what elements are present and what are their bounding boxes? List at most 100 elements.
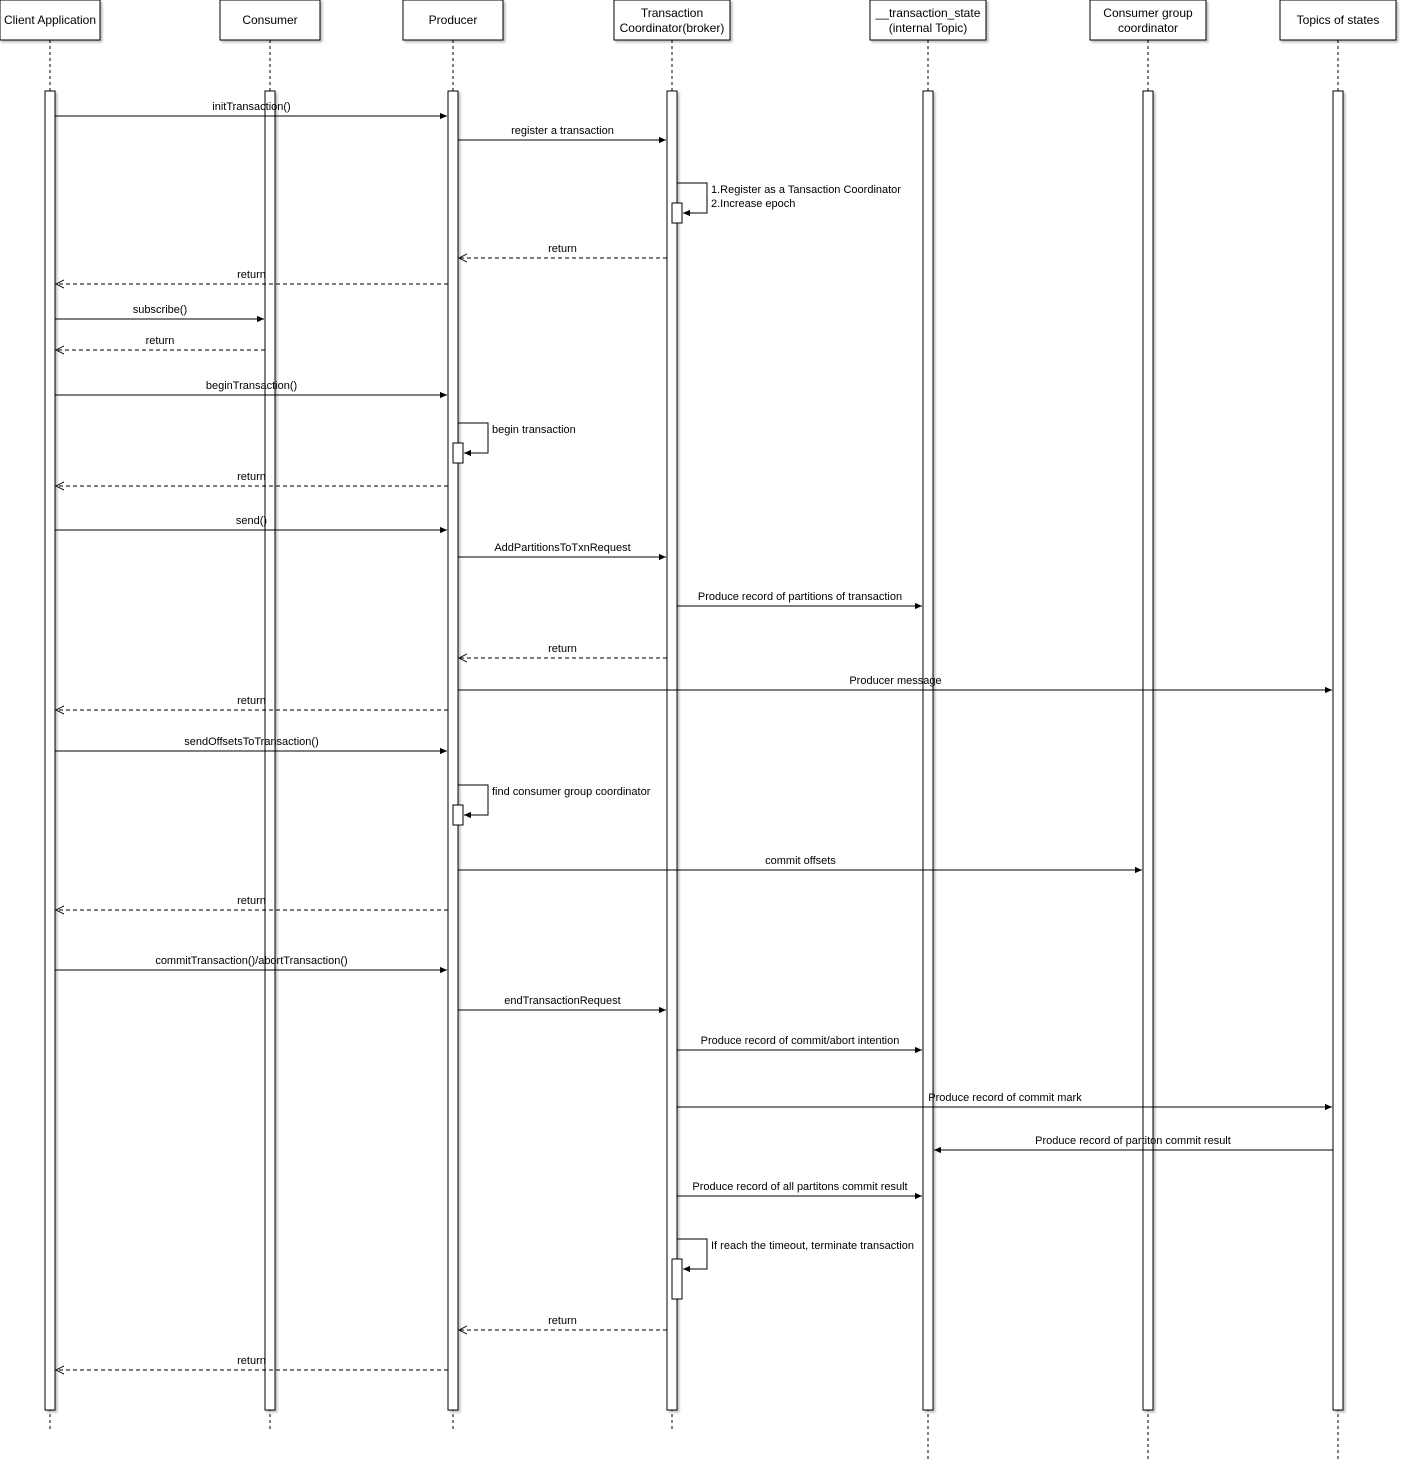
message-label: AddPartitionsToTxnRequest	[494, 542, 630, 554]
activation-topics	[1332, 90, 1344, 1411]
participant-box	[1279, 0, 1397, 41]
message-label: Produce record of commit mark	[928, 1092, 1082, 1104]
message-self: If reach the timeout, terminate transact…	[677, 1238, 914, 1273]
message-label: return	[237, 1355, 266, 1367]
message-sync: AddPartitionsToTxnRequest	[458, 542, 666, 561]
participant-label: Coordinator(broker)	[620, 21, 725, 35]
participant-box	[869, 0, 987, 41]
self-message-arrow	[458, 422, 489, 457]
message-label: beginTransaction()	[206, 380, 297, 392]
message-label: send()	[236, 515, 267, 527]
message-label: begin transaction	[492, 424, 576, 436]
message-sync: subscribe()	[55, 304, 264, 323]
self-activation	[671, 202, 683, 224]
participant-producer: Producer	[402, 0, 504, 41]
message-label: register a transaction	[511, 125, 614, 137]
activation-client	[44, 90, 56, 1411]
participant-box	[402, 0, 504, 41]
message-label: return	[146, 335, 175, 347]
message-return: return	[56, 695, 448, 710]
participant-consumer: Consumer	[219, 0, 321, 41]
participant-box	[0, 0, 101, 41]
message-label: return	[548, 243, 577, 255]
participant-box	[613, 0, 731, 41]
message-label: commit offsets	[765, 855, 836, 867]
participant-box	[1089, 0, 1207, 41]
message-return: return	[459, 643, 667, 658]
message-sync: Produce record of commit mark	[677, 1092, 1332, 1111]
message-label: return	[237, 471, 266, 483]
message-label: initTransaction()	[212, 101, 290, 113]
message-return: return	[459, 243, 667, 258]
participant-box	[219, 0, 321, 41]
messages: initTransaction() register a transaction 1…	[55, 101, 1333, 1370]
message-sync: send()	[55, 515, 447, 534]
message-label: find consumer group coordinator	[492, 786, 651, 798]
message-sync: Produce record of all partitons commit r…	[677, 1181, 922, 1200]
message-label: return	[237, 695, 266, 707]
self-activation	[452, 442, 464, 464]
self-message-arrow	[677, 1238, 708, 1273]
message-label: Producer message	[849, 675, 941, 687]
message-sync: Produce record of commit/abort intention	[677, 1035, 922, 1054]
participant-topics: Topics of states	[1279, 0, 1397, 41]
message-label: Produce record of partiton commit result	[1035, 1135, 1231, 1147]
message-sync: commit offsets	[458, 855, 1142, 874]
message-label: return	[237, 269, 266, 281]
message-sync: Producer message	[458, 675, 1332, 694]
self-activation	[671, 1258, 683, 1300]
message-self: find consumer group coordinator	[458, 784, 651, 819]
message-sync: sendOffsetsToTransaction()	[55, 736, 447, 755]
participant-label: Consumer	[242, 13, 297, 27]
participant-txstate: __transaction_state(internal Topic)	[869, 0, 987, 41]
message-label: 2.Increase epoch	[711, 198, 795, 210]
self-activation	[452, 804, 464, 826]
activation-coordinator	[666, 90, 678, 1411]
message-label: return	[548, 1315, 577, 1327]
activation-txstate	[922, 90, 934, 1411]
participant-client: Client Application	[0, 0, 101, 41]
message-return: return	[56, 471, 448, 486]
participant-label: Topics of states	[1297, 13, 1380, 27]
participant-label: Transaction	[641, 6, 703, 20]
participant-label: Consumer group	[1103, 6, 1193, 20]
message-label: 1.Register as a Tansaction Coordinator	[711, 184, 901, 196]
message-return: return	[56, 1355, 448, 1370]
participant-label: Producer	[429, 13, 478, 27]
message-return: return	[56, 895, 448, 910]
participant-headers: Client Application Consumer Producer Transa…	[0, 0, 1397, 41]
message-return: return	[56, 269, 448, 284]
self-message-arrow	[677, 182, 708, 217]
participant-label: (internal Topic)	[889, 21, 967, 35]
message-label: Produce record of all partitons commit r…	[692, 1181, 907, 1193]
message-sync: commitTransaction()/abortTransaction()	[55, 955, 447, 974]
message-return: return	[56, 335, 265, 350]
message-return: return	[459, 1315, 667, 1330]
participant-label: coordinator	[1118, 21, 1178, 35]
message-sync: Produce record of partitions of transact…	[677, 591, 922, 610]
message-label: commitTransaction()/abortTransaction()	[155, 955, 347, 967]
message-label: Produce record of partitions of transact…	[698, 591, 902, 603]
message-sync: endTransactionRequest	[458, 995, 666, 1014]
participant-label: Client Application	[4, 13, 96, 27]
message-sync: Produce record of partiton commit result	[934, 1135, 1333, 1154]
message-sync: register a transaction	[458, 125, 666, 144]
message-label: If reach the timeout, terminate transact…	[711, 1240, 914, 1252]
message-self: 1.Register as a Tansaction Coordinator 2.…	[677, 182, 901, 217]
participant-label: __transaction_state	[875, 6, 981, 20]
message-label: return	[548, 643, 577, 655]
message-label: sendOffsetsToTransaction()	[184, 736, 319, 748]
message-label: endTransactionRequest	[504, 995, 620, 1007]
message-sync: initTransaction()	[55, 101, 447, 120]
message-sync: beginTransaction()	[55, 380, 447, 399]
activation-producer	[447, 90, 459, 1411]
message-label: subscribe()	[133, 304, 187, 316]
message-label: Produce record of commit/abort intention	[701, 1035, 900, 1047]
activation-cgcoord	[1142, 90, 1154, 1411]
message-label: return	[237, 895, 266, 907]
message-self: begin transaction	[458, 422, 576, 457]
self-message-arrow	[458, 784, 489, 819]
